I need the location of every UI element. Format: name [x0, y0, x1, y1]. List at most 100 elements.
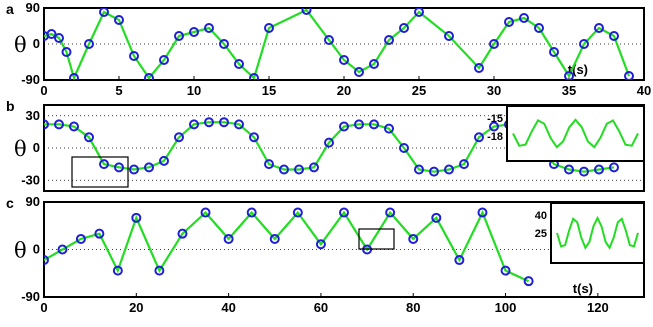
panel-c-data-point [385, 207, 396, 218]
panel-c-xtick-label: 80 [406, 300, 420, 315]
panel-b-data-point [54, 119, 64, 130]
panel-b-ytick-label: 0 [33, 140, 40, 155]
panel-a-xtick-label: 20 [337, 83, 351, 98]
panel-a-label: a [6, 1, 14, 17]
panel-a-data-point [489, 39, 499, 49]
panel-a-data-point [219, 39, 229, 49]
panel-c-data-point [246, 207, 257, 218]
panel-c-data-point [57, 244, 68, 255]
panel-c-data-point [200, 207, 211, 218]
panel-c-data-point [454, 255, 465, 266]
panel-a-data-point [504, 17, 514, 27]
panel-a-data-point [174, 31, 184, 41]
panel-b-data-point [309, 162, 319, 173]
panel-b-data-point [564, 164, 574, 175]
panel-b-data-point [579, 166, 589, 177]
panel-c-xtick-label: 120 [587, 300, 609, 315]
panel-b-data-point [609, 162, 619, 173]
panel-c-inset-ytick: 25 [535, 228, 547, 240]
panel-b-data-point [369, 119, 379, 130]
panel-a-data-point [61, 47, 72, 57]
panel-a-data-point [69, 73, 79, 80]
panel-a-data-point [414, 8, 424, 17]
panel-b-inset-curve [512, 118, 639, 149]
panel-b-data-point [249, 132, 259, 143]
panel-c-data-point [339, 207, 349, 218]
panel-c-xtick-label: 0 [40, 300, 47, 315]
panel-a-xtick-label: 35 [562, 83, 576, 98]
panel-b-data-point [264, 159, 274, 170]
panel-c-xtick-label: 40 [221, 300, 235, 315]
panel-a-data-point [354, 67, 364, 77]
panel-c-inset-ytick: 40 [535, 210, 547, 222]
panel-c-ytick-label: -90 [21, 289, 40, 304]
panel-c-data-point [112, 265, 123, 276]
panel-b-data-point [204, 117, 214, 128]
panel-a-data-point [249, 73, 259, 80]
panel-b-data-point [129, 164, 139, 175]
panel-a-data-point [534, 23, 544, 33]
panel-a-data-point [444, 31, 454, 41]
panel-b-data-point [444, 164, 454, 175]
panel-a-data-point [114, 15, 124, 25]
panel-c-inset [550, 202, 645, 264]
panel-b-data-point [399, 143, 409, 153]
panel-c-data-point [523, 276, 534, 287]
panel-a-data-point [99, 8, 109, 17]
panel-a-data-point [564, 71, 574, 80]
panel-c-data-point [131, 212, 142, 223]
panel-a-data-point [384, 35, 394, 45]
panel-c-xlabel: t(s) [573, 281, 593, 296]
panel-b-data-point [99, 159, 109, 170]
panel-a-data-point [594, 23, 604, 33]
panel-a-model-curve [44, 8, 631, 80]
panel-b-data-point [459, 159, 469, 170]
panel-c-inset-curve [556, 215, 639, 250]
panel-a-data-point [144, 73, 154, 80]
panel-a-data-point [234, 59, 244, 69]
panel-c-data-point [44, 255, 49, 266]
panel-b-data-point [354, 119, 364, 130]
panel-a-data-point [474, 63, 484, 73]
panel-b-data-point [384, 123, 394, 134]
panel-b-data-point [144, 162, 154, 173]
panel-c-data-point [315, 239, 326, 250]
panel-b-ytick-label: 30 [26, 108, 40, 123]
panel-a-data-point [624, 71, 634, 80]
panel-a-ylabel: θ [14, 33, 27, 57]
panel-b-inset-ytick: -15 [487, 113, 503, 125]
panel-a-data-point [399, 23, 409, 33]
panel-c-xtick-label: 100 [495, 300, 517, 315]
panel-a-xtick-label: 25 [412, 83, 426, 98]
panel-a-data-point [324, 35, 334, 45]
panel-a-xtick-label: 5 [115, 83, 122, 98]
panel-a-data-point [54, 33, 64, 43]
panel-a-data-point [264, 23, 274, 33]
panel-a-data-point [339, 55, 349, 65]
panel-a-xtick-label: 15 [262, 83, 276, 98]
panel-b-data-point [294, 164, 304, 175]
panel-b-data-point [84, 132, 94, 143]
panel-b-data-point [44, 119, 49, 130]
panel-b-data-point [324, 137, 334, 148]
panel-a-data-point [519, 13, 529, 23]
panel-a-xtick-label: 40 [637, 83, 651, 98]
panel-c-model-curve [44, 209, 530, 283]
panel-b-ytick-label: -30 [21, 172, 40, 187]
panel-c-data-point [408, 233, 419, 244]
panel-a-xlabel: t(s) [568, 62, 588, 77]
panel-b-data-point [474, 132, 484, 143]
panel-c-data-point [500, 265, 511, 276]
panel-c-ytick-label: 90 [26, 194, 40, 209]
panel-b-data-point [69, 121, 79, 132]
panel-a-data-point [129, 51, 139, 61]
panel-b-inset [506, 105, 645, 162]
panel-b-inset-ytick: -18 [487, 131, 503, 143]
panel-b-label: b [6, 98, 15, 114]
panel-a-xtick-label: 10 [187, 83, 201, 98]
panel-a-data-point [301, 8, 312, 15]
panel-a-data-point [84, 39, 94, 49]
panel-a-data-point [549, 47, 559, 57]
panel-a-data-point [204, 23, 214, 33]
